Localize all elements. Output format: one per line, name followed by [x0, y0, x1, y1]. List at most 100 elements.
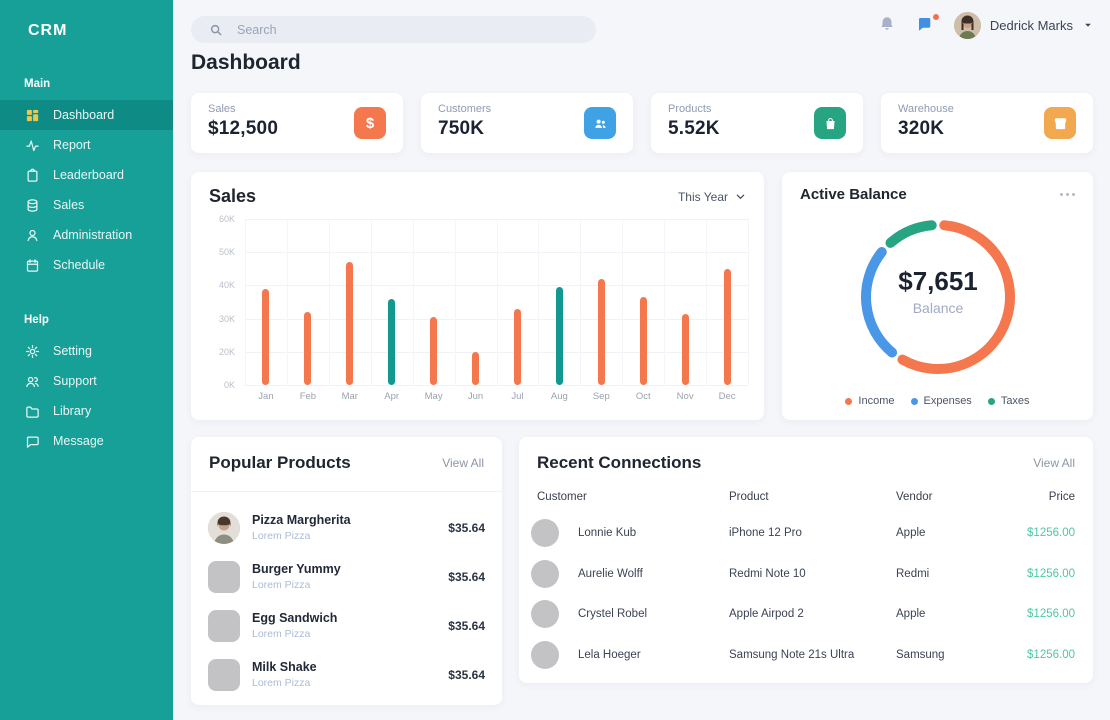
- sidebar-item-message[interactable]: Message: [0, 426, 173, 456]
- stat-card-products: Products 5.52K: [651, 93, 863, 153]
- product-subtitle: Lorem Pizza: [252, 628, 311, 640]
- donut-segment-income: [897, 220, 1015, 374]
- table-row: Lonnie Kub iPhone 12 Pro Apple $1256.00: [531, 513, 1075, 554]
- administration-icon: [24, 227, 40, 243]
- customer-name: Lonnie Kub: [578, 527, 637, 540]
- donut-segment-taxes: [885, 220, 937, 248]
- sidebar-item-label: Library: [53, 404, 92, 418]
- leaderboard-icon: [24, 167, 40, 183]
- sidebar-item-library[interactable]: Library: [0, 396, 173, 426]
- time-range-label: This Year: [677, 189, 728, 204]
- x-axis-label: Oct: [635, 391, 651, 402]
- column-header-product: Product: [729, 491, 769, 503]
- x-axis-label: May: [424, 391, 443, 402]
- time-range-dropdown[interactable]: This Year: [678, 190, 746, 204]
- product-price: $35.64: [448, 667, 485, 682]
- product-image: [208, 511, 240, 544]
- product-cell: Samsung Note 21s Ultra: [729, 648, 855, 661]
- table-row: Crystel Robel Apple Airpod 2 Apple $1256.00: [531, 594, 1075, 635]
- x-axis-label: Jan: [258, 391, 274, 402]
- customer-avatar: [531, 600, 559, 629]
- customer-avatar: [531, 519, 559, 548]
- report-icon: [24, 137, 40, 153]
- bar-jan: [262, 288, 270, 385]
- more-options-icon[interactable]: [1060, 189, 1075, 200]
- notifications-bell-icon[interactable]: [878, 15, 900, 37]
- user-avatar[interactable]: [953, 12, 981, 39]
- product-list-item: Egg Sandwich Lorem Pizza $35.64: [208, 601, 485, 650]
- stat-value: 5.52K: [668, 118, 720, 139]
- vendor-cell: Apple: [896, 608, 926, 621]
- product-name: Burger Yummy: [252, 562, 341, 576]
- y-axis-label: 0K: [223, 380, 235, 390]
- search-input[interactable]: [237, 22, 596, 37]
- legend-dot-icon: [987, 397, 995, 405]
- balance-donut-chart: $7,651 Balance: [853, 212, 1023, 382]
- user-name[interactable]: Dedrick Marks: [989, 18, 1073, 33]
- sidebar-item-setting[interactable]: Setting: [0, 336, 173, 366]
- unread-badge: [932, 13, 939, 20]
- popular-products-card: Popular Products View All Pizza Margheri…: [191, 437, 502, 705]
- x-axis-label: Aug: [550, 391, 568, 402]
- product-cell: Redmi Note 10: [729, 567, 806, 580]
- product-list-item: Pizza Margherita Lorem Pizza $35.64: [208, 503, 485, 552]
- legend-label: Expenses: [923, 395, 972, 407]
- sidebar-item-leaderboard[interactable]: Leaderboard: [0, 160, 173, 190]
- stat-label: Customers: [438, 103, 492, 115]
- search-bar[interactable]: [191, 16, 596, 43]
- divider: [191, 491, 502, 492]
- popular-products-view-all-link[interactable]: View All: [442, 456, 484, 470]
- sidebar-item-label: Schedule: [53, 258, 106, 272]
- price-cell: $1256.00: [1027, 648, 1075, 661]
- active-balance-title: Active Balance: [800, 186, 907, 203]
- sidebar-item-administration[interactable]: Administration: [0, 220, 173, 250]
- sales-bar-chart: 60K 50K 40K 30K 20K 0K Jan Feb Mar Apr May Jun Jul A…: [209, 214, 749, 402]
- sidebar-item-label: Sales: [53, 198, 85, 212]
- customer-name: Aurelie Wolff: [578, 567, 643, 580]
- bar-dec: [723, 268, 731, 385]
- product-subtitle: Lorem Pizza: [252, 530, 311, 542]
- price-cell: $1256.00: [1027, 608, 1075, 621]
- recent-connections-card: Recent Connections View All Customer Prod…: [519, 437, 1093, 683]
- library-icon: [24, 403, 40, 419]
- vendor-cell: Samsung: [896, 648, 945, 661]
- search-icon: [210, 24, 222, 35]
- schedule-icon: [24, 257, 40, 273]
- sidebar-section-label-main: Main: [24, 78, 51, 90]
- dashboard-icon: [24, 107, 40, 123]
- sidebar-item-dashboard[interactable]: Dashboard: [0, 100, 173, 130]
- sidebar-item-sales[interactable]: Sales: [0, 190, 173, 220]
- recent-connections-title: Recent Connections: [537, 453, 702, 472]
- table-row: Lela Hoeger Samsung Note 21s Ultra Samsung…: [531, 635, 1075, 676]
- customer-name: Lela Hoeger: [578, 648, 641, 661]
- x-axis-label: Apr: [384, 391, 400, 402]
- sidebar-item-report[interactable]: Report: [0, 130, 173, 160]
- x-axis-label: Dec: [718, 391, 736, 402]
- sidebar-item-label: Support: [53, 374, 97, 388]
- support-icon: [24, 373, 40, 389]
- product-price: $35.64: [448, 569, 485, 584]
- recent-connections-view-all-link[interactable]: View All: [1033, 456, 1075, 470]
- y-axis-label: 50K: [218, 247, 235, 258]
- sidebar-item-label: Setting: [53, 344, 92, 358]
- x-axis-label: Nov: [676, 391, 694, 402]
- sidebar-item-support[interactable]: Support: [0, 366, 173, 396]
- product-image: [208, 560, 240, 593]
- user-menu-caret-icon[interactable]: [1083, 17, 1093, 35]
- page-title: Dashboard: [191, 51, 301, 74]
- vendor-cell: Redmi: [896, 567, 930, 580]
- sidebar-item-label: Administration: [53, 228, 133, 242]
- message-icon: [24, 433, 40, 449]
- product-image: [208, 658, 240, 691]
- column-header-vendor: Vendor: [896, 491, 933, 503]
- messages-icon[interactable]: [916, 13, 939, 37]
- bar-jun: [472, 351, 480, 385]
- stat-label: Products: [668, 103, 712, 115]
- stat-card-customers: Customers 750K: [421, 93, 633, 153]
- sidebar-item-label: Dashboard: [53, 108, 115, 122]
- sidebar-item-schedule[interactable]: Schedule: [0, 250, 173, 280]
- sidebar-item-label: Message: [53, 434, 104, 448]
- x-axis-label: Jun: [467, 391, 484, 402]
- stat-label: Sales: [208, 103, 236, 115]
- popular-products-title: Popular Products: [209, 453, 351, 472]
